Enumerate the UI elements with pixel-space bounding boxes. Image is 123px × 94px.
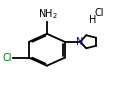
Text: Cl: Cl	[3, 53, 12, 63]
Text: NH$_2$: NH$_2$	[38, 8, 58, 21]
Text: Cl: Cl	[95, 8, 104, 18]
Text: N: N	[76, 37, 83, 47]
Text: H: H	[89, 15, 96, 25]
